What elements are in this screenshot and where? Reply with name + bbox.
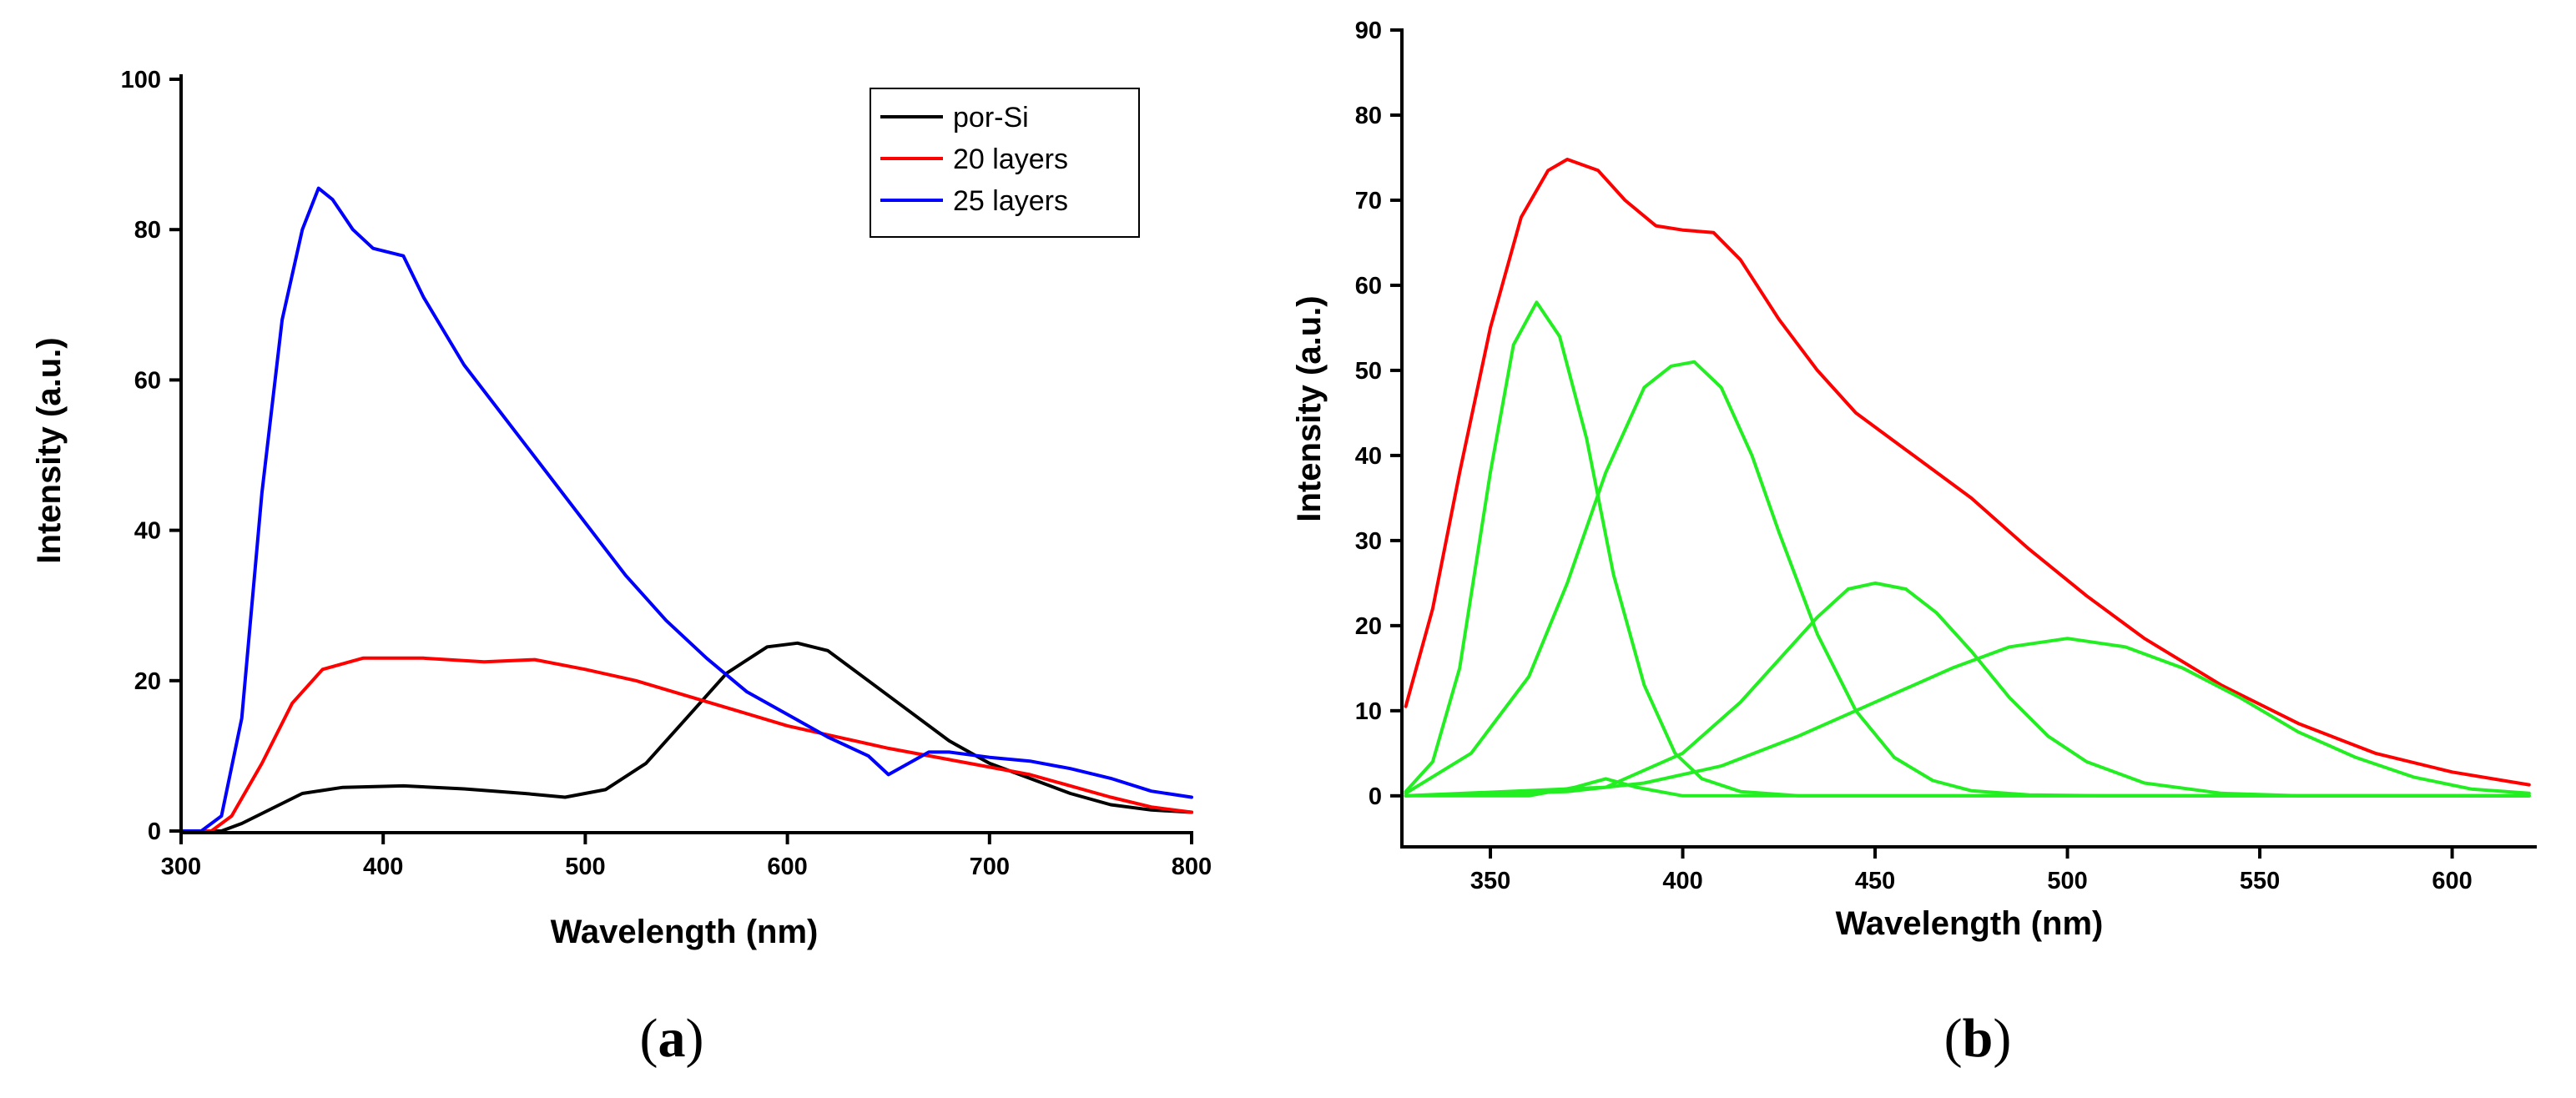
chart-a-x-axis-title: Wavelength (nm) [551,914,819,950]
chart-b-y-tick-label: 60 [1355,273,1382,300]
chart-b-x-tick-label: 600 [2432,868,2472,894]
chart-b-y-tick-label: 10 [1355,698,1382,725]
chart-b-series-small-bump [1404,777,2531,798]
chart-b-series-peak-3 [1404,581,2531,798]
chart-b-y-tick-label: 0 [1369,783,1382,810]
chart-a-y-tick-label: 20 [134,668,161,695]
chart-b-y-tick-label: 30 [1355,528,1382,555]
chart-b-x-tick-label: 550 [2240,868,2280,894]
chart-b-y-tick-label: 80 [1355,103,1382,129]
chart-panel-a: 300 400 500 600 700 800 0 20 40 60 80 100 Wavelengt… [31,67,1212,1069]
chart-a-x-tick-label: 700 [970,854,1010,880]
panel-a-letter: a [658,1008,686,1069]
panel-b-label: (b) [1944,1008,2012,1069]
chart-b-y-tick-label: 50 [1355,358,1382,385]
chart-b-y-tick-label: 70 [1355,188,1382,214]
chart-b-series-peak-2 [1404,360,2531,798]
chart-a-y-tick-label: 80 [134,217,161,244]
chart-b-series-peak-1 [1404,300,2531,798]
legend-label-20-layers: 20 layers [953,144,1068,175]
chart-b-axes [1400,28,2537,849]
chart-b-y-axis-title: Intensity (a.u.) [1291,295,1328,521]
chart-b-y-tick-label: 20 [1355,613,1382,640]
chart-a-x-tick-label: 300 [161,854,201,880]
chart-a-x-tick-label: 400 [363,854,403,880]
chart-panel-b: 350 400 450 500 550 600 0 10 20 30 40 50 60 70 80 90 Wa… [1291,18,2537,1069]
chart-a-y-tick-label: 60 [134,367,161,394]
chart-a-x-tick-label: 800 [1172,854,1212,880]
chart-b-x-axis-title: Wavelength (nm) [1836,905,2104,942]
chart-b-x-tick-label: 400 [1662,868,1702,894]
legend-label-25-layers: 25 layers [953,185,1068,217]
chart-b-x-tick-label: 500 [2047,868,2087,894]
chart-a-series-20-layers [181,656,1193,833]
chart-a-series-25-layers [181,186,1193,833]
chart-a-y-tick-label: 0 [148,818,161,845]
chart-a-y-tick-label: 100 [121,67,161,93]
chart-a-y-axis-title: Intensity (a.u.) [31,337,68,563]
chart-a-x-tick-label: 600 [767,854,807,880]
chart-a-x-tick-label: 500 [565,854,605,880]
legend-label-por-si: por-Si [953,102,1029,133]
chart-b-y-tick-label: 40 [1355,443,1382,470]
chart-a-axes [179,74,1193,834]
chart-a-series-por-si [181,641,1193,833]
chart-a-legend-box [870,88,1140,238]
chart-b-x-tick-label: 450 [1855,868,1895,894]
panel-b-letter: b [1963,1008,1994,1069]
chart-b-y-tick-label: 90 [1355,18,1382,44]
chart-b-series-envelope [1404,158,2531,787]
chart-a-y-tick-label: 40 [134,518,161,545]
chart-b-series-peak-4 [1404,637,2531,798]
chart-b-x-tick-label: 350 [1470,868,1510,894]
panel-a-label: (a) [640,1008,704,1069]
chart-a-legend: por-Si 20 layers 25 layers [870,88,1140,238]
